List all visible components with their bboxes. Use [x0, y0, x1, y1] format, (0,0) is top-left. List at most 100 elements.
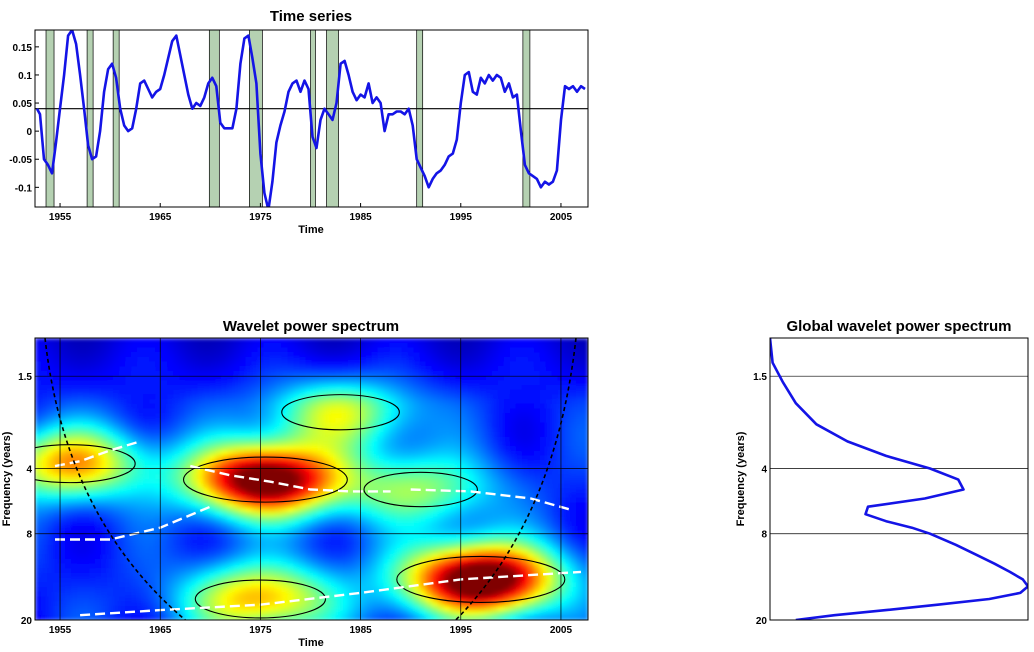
power-cell	[119, 516, 126, 523]
power-cell	[419, 464, 427, 471]
power-cell	[293, 591, 301, 598]
power-cell	[125, 464, 132, 471]
power-cell	[263, 521, 271, 527]
power-cell	[287, 446, 295, 452]
power-cell	[443, 549, 451, 555]
power-cell	[335, 450, 343, 457]
power-cell	[209, 563, 217, 570]
power-cell	[443, 554, 451, 560]
recession-band-4	[249, 30, 263, 207]
power-cell	[509, 464, 517, 471]
power-cell	[101, 577, 108, 584]
power-cell	[419, 540, 427, 546]
power-cell	[497, 469, 505, 476]
power-cell	[143, 596, 150, 602]
power-cell	[419, 352, 427, 358]
power-cell	[113, 497, 120, 504]
power-cell	[347, 450, 355, 457]
power-cell	[353, 563, 361, 570]
power-cell	[167, 544, 174, 551]
power-cell	[215, 366, 223, 372]
power-cell	[191, 436, 199, 443]
power-cell	[431, 563, 439, 570]
power-cell	[83, 469, 90, 476]
power-cell	[449, 497, 457, 504]
power-cell	[119, 493, 126, 499]
power-cell	[59, 605, 66, 612]
power-cell	[257, 446, 265, 452]
power-cell	[461, 582, 469, 588]
power-cell	[269, 464, 277, 471]
power-cell	[389, 413, 397, 419]
power-cell	[323, 582, 331, 588]
power-cell	[437, 563, 445, 570]
power-cell	[197, 558, 205, 565]
power-cell	[431, 601, 439, 607]
power-cell	[419, 582, 427, 588]
power-cell	[407, 464, 415, 471]
power-cell	[281, 563, 289, 570]
power-cell	[515, 535, 523, 541]
power-cell	[317, 479, 325, 485]
power-cell	[395, 352, 403, 358]
power-cell	[215, 558, 223, 565]
power-cell	[89, 591, 96, 598]
power-cell	[365, 511, 373, 518]
power-cell	[107, 497, 114, 504]
power-cell	[443, 558, 451, 565]
power-cell	[479, 507, 487, 513]
power-cell	[431, 394, 439, 400]
power-cell	[155, 352, 162, 358]
power-cell	[143, 605, 150, 612]
power-cell	[239, 422, 247, 429]
power-cell	[59, 427, 66, 433]
power-cell	[383, 540, 391, 546]
power-cell	[89, 488, 96, 494]
power-cell	[251, 497, 259, 504]
power-cell	[401, 573, 409, 579]
power-cell	[209, 610, 217, 617]
power-cell	[419, 394, 427, 400]
power-cell	[113, 408, 120, 414]
power-cell	[239, 432, 247, 438]
power-cell	[245, 474, 253, 480]
power-cell	[515, 422, 523, 429]
power-cell	[467, 549, 475, 555]
power-cell	[89, 455, 96, 461]
power-cell	[113, 370, 120, 377]
power-cell	[173, 380, 181, 386]
power-cell	[299, 385, 307, 391]
power-cell	[527, 375, 535, 382]
power-cell	[215, 521, 223, 527]
power-cell	[521, 615, 529, 620]
power-cell	[359, 399, 367, 405]
power-cell	[215, 422, 223, 429]
power-cell	[473, 441, 481, 447]
power-cell	[449, 544, 457, 551]
power-cell	[47, 563, 54, 570]
power-cell	[287, 507, 295, 513]
power-cell	[287, 417, 295, 424]
power-cell	[407, 540, 415, 546]
power-cell	[77, 460, 84, 466]
power-cell	[341, 605, 349, 612]
power-cell	[503, 380, 511, 386]
power-cell	[143, 446, 150, 452]
power-cell	[47, 413, 54, 419]
power-cell	[185, 417, 193, 424]
power-cell	[473, 540, 481, 546]
power-cell	[107, 563, 114, 570]
power-cell	[209, 615, 217, 620]
power-cell	[479, 497, 487, 504]
power-cell	[53, 493, 60, 499]
power-cell	[503, 549, 511, 555]
power-cell	[251, 605, 259, 612]
power-cell	[95, 549, 102, 555]
power-cell	[479, 493, 487, 499]
power-cell	[455, 385, 463, 391]
power-cell	[257, 375, 265, 382]
power-cell	[503, 605, 511, 612]
power-cell	[479, 540, 487, 546]
power-cell	[491, 601, 499, 607]
power-cell	[131, 558, 138, 565]
